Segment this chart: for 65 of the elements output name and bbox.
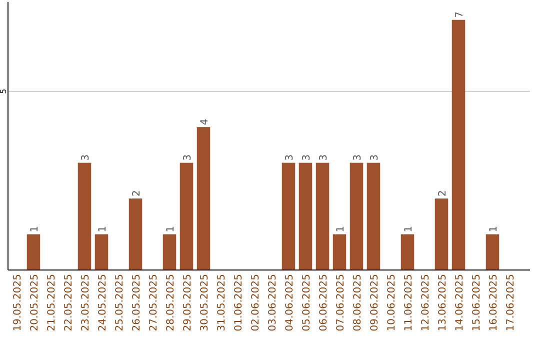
bar (180, 162, 194, 270)
data-label: 3 (318, 154, 330, 161)
x-tick-label: 02.06.2025 (250, 274, 262, 332)
x-tick-label: 25.05.2025 (114, 274, 126, 332)
bar (316, 162, 330, 270)
bar (26, 234, 40, 270)
x-tick-label: 30.05.2025 (200, 274, 210, 332)
x-tick-label: 20.05.2025 (30, 274, 40, 332)
data-label: 1 (98, 226, 108, 232)
data-label: 2 (132, 190, 142, 197)
bar (94, 234, 108, 270)
x-tick-label: 03.06.2025 (268, 274, 278, 332)
x-tick-label: 10.06.2025 (386, 274, 398, 332)
x-tick-label: 14.06.2025 (454, 274, 466, 332)
x-tick-label: 23.05.2025 (80, 274, 92, 332)
y-tick-label: 5 (0, 88, 8, 94)
data-label: 1 (30, 226, 40, 232)
x-tick-label: 26.05.2025 (132, 274, 142, 332)
bar (78, 162, 92, 270)
x-tick-label: 06.06.2025 (318, 274, 330, 332)
bar (282, 162, 296, 270)
bar (332, 234, 346, 270)
bar (298, 162, 312, 270)
data-label: 3 (80, 154, 92, 161)
data-label: 1 (336, 226, 346, 232)
data-label: 3 (352, 154, 364, 161)
x-tick-label: 28.05.2025 (166, 274, 176, 332)
x-tick-label: 17.06.2025 (506, 274, 516, 332)
bar (452, 20, 466, 270)
x-tick-label: 19.05.2025 (12, 274, 24, 332)
x-tick-label: 08.06.2025 (352, 274, 364, 332)
x-tick-label: 05.06.2025 (302, 274, 312, 332)
bar (486, 234, 500, 270)
data-label: 7 (454, 11, 466, 18)
data-label: 1 (404, 226, 414, 232)
bar (350, 162, 364, 270)
data-label: 4 (200, 118, 210, 126)
x-tick-label: 27.05.2025 (148, 274, 160, 332)
data-label: 1 (166, 226, 176, 232)
x-tick-label: 16.06.2025 (488, 274, 500, 332)
x-tick-label: 24.05.2025 (98, 274, 108, 332)
data-label: 3 (370, 154, 380, 161)
x-tick-label: 01.06.2025 (234, 274, 244, 332)
x-tick-label: 15.06.2025 (472, 274, 482, 332)
bar (434, 198, 448, 270)
x-tick-label: 04.06.2025 (284, 274, 296, 332)
data-label: 3 (182, 154, 194, 161)
x-tick-label: 12.06.2025 (420, 274, 432, 332)
x-tick-label: 07.06.2025 (336, 274, 346, 332)
x-tick-label: 13.06.2025 (438, 274, 448, 332)
bar (366, 162, 380, 270)
x-tick-label: 09.06.2025 (370, 274, 380, 332)
x-tick-label: 11.06.2025 (404, 274, 414, 332)
data-label: 3 (302, 154, 312, 161)
bar (400, 234, 414, 270)
x-tick-label: 29.05.2025 (182, 274, 194, 332)
x-tick-label: 22.05.2025 (64, 274, 74, 332)
x-tick-label: 21.05.2025 (46, 274, 58, 332)
x-tick-label: 31.05.2025 (216, 274, 228, 332)
bar (162, 234, 176, 270)
data-label: 1 (488, 226, 500, 232)
bar (196, 127, 210, 270)
data-label: 2 (438, 190, 448, 197)
data-label: 3 (284, 154, 296, 161)
bar (128, 198, 142, 270)
